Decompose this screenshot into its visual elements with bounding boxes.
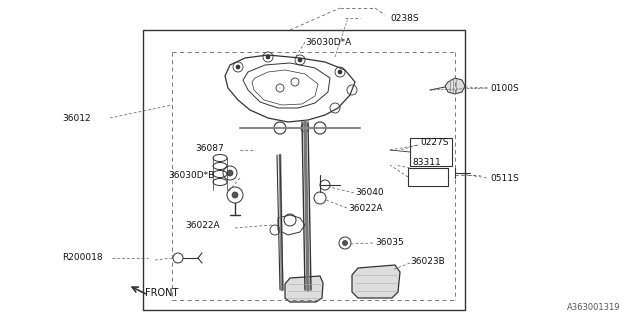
- Text: 36023B: 36023B: [410, 258, 445, 267]
- Circle shape: [232, 192, 238, 198]
- Circle shape: [342, 241, 348, 245]
- Circle shape: [236, 65, 240, 69]
- Text: 83311: 83311: [412, 157, 441, 166]
- Circle shape: [227, 170, 233, 176]
- Text: 36030D*A: 36030D*A: [305, 37, 351, 46]
- Text: 0511S: 0511S: [490, 173, 519, 182]
- Text: R200018: R200018: [62, 253, 102, 262]
- Circle shape: [298, 58, 302, 62]
- Text: 36030D*B: 36030D*B: [168, 171, 214, 180]
- Text: 36040: 36040: [355, 188, 383, 196]
- Text: 36012: 36012: [62, 114, 91, 123]
- Polygon shape: [352, 265, 400, 298]
- Text: FRONT: FRONT: [145, 288, 179, 298]
- Text: A363001319: A363001319: [566, 303, 620, 312]
- Bar: [410, 138, 452, 166]
- Text: 36035: 36035: [375, 237, 404, 246]
- Text: 0238S: 0238S: [390, 13, 419, 22]
- Bar: [143, 30, 465, 310]
- Polygon shape: [445, 78, 465, 94]
- Circle shape: [266, 55, 270, 59]
- Bar: [408, 168, 448, 186]
- Text: 0100S: 0100S: [490, 84, 519, 92]
- Text: 36022A: 36022A: [348, 204, 383, 212]
- Circle shape: [338, 70, 342, 74]
- Text: 0227S: 0227S: [420, 138, 449, 147]
- Text: 36087: 36087: [195, 143, 224, 153]
- Polygon shape: [285, 276, 323, 302]
- Text: 36022A: 36022A: [185, 220, 220, 229]
